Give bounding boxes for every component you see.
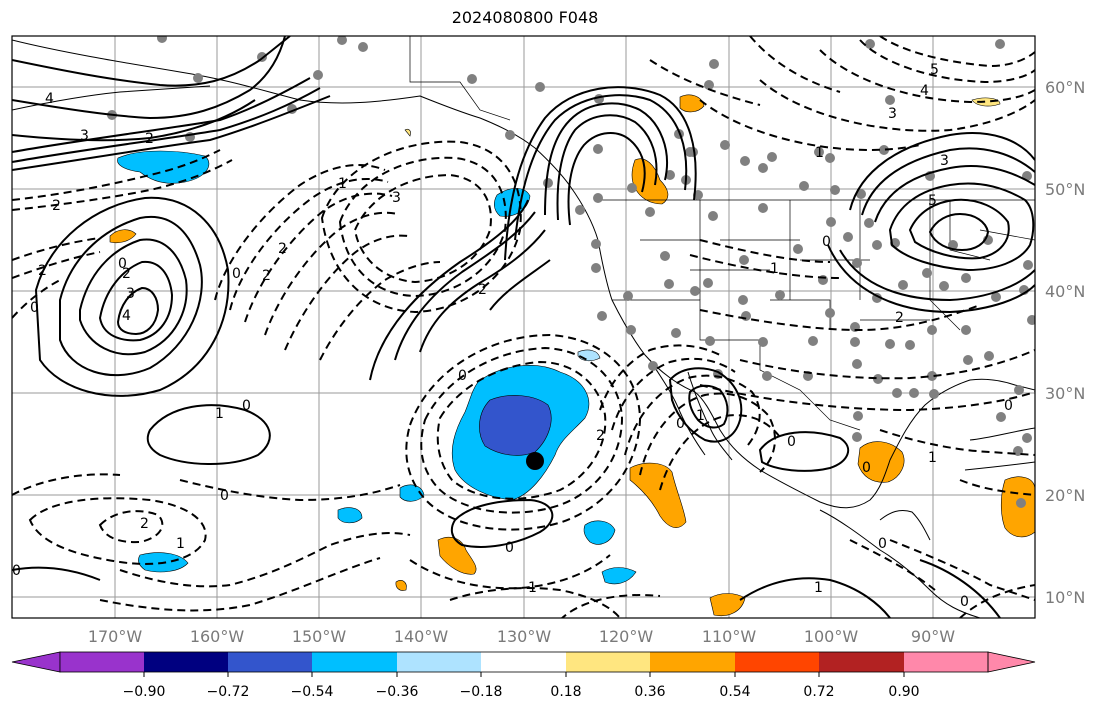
contour-label: 0 xyxy=(12,563,21,579)
lon-label: 170°W xyxy=(88,627,143,646)
contour-label: 2 xyxy=(52,198,61,214)
lat-label: 50°N xyxy=(1045,180,1085,199)
colorbar-swatch xyxy=(144,652,228,672)
colorbar-tick-label: −0.36 xyxy=(376,684,419,700)
contour-label: 2 xyxy=(596,428,605,444)
contour-label: 2 xyxy=(278,241,287,257)
colorbar-tick-label: 0.18 xyxy=(550,684,581,700)
contour-label: 2 xyxy=(38,263,47,279)
contour-label: 1 xyxy=(215,406,224,422)
lon-label: 160°W xyxy=(190,627,245,646)
contour-label: 0 xyxy=(242,398,251,414)
colorbar-swatch xyxy=(735,652,819,672)
contour-label: 1 xyxy=(814,580,823,596)
lat-label: 30°N xyxy=(1045,384,1085,403)
lon-label: 150°W xyxy=(292,627,347,646)
contour-label: 2 xyxy=(140,516,149,532)
colorbar-swatch xyxy=(481,652,566,672)
station-markers xyxy=(107,36,1035,508)
contour-label: 3 xyxy=(80,128,89,144)
longitude-labels: 170°W 160°W 150°W 140°W 130°W 120°W 110°… xyxy=(88,627,955,646)
contour-label: 0 xyxy=(787,434,796,450)
colorbar-swatch xyxy=(228,652,312,672)
contour-label: 0 xyxy=(1004,398,1013,414)
contour-label: 1 xyxy=(928,450,937,466)
contour-label: 1 xyxy=(696,408,705,424)
contour-label: 4 xyxy=(920,83,929,99)
storm-center-marker xyxy=(526,452,544,470)
colorbar-swatch xyxy=(819,652,904,672)
contour-label: 5 xyxy=(928,193,937,209)
lat-label: 60°N xyxy=(1045,78,1085,97)
latitude-labels: 60°N 50°N 40°N 30°N 20°N 10°N xyxy=(1045,78,1085,607)
colorbar-arrow-high xyxy=(987,651,1036,673)
contour-label: 0 xyxy=(862,460,871,476)
contour-label: 1 xyxy=(176,536,185,552)
solid-contours xyxy=(12,36,1035,618)
contour-label: 2 xyxy=(145,131,154,147)
contour-label: 5 xyxy=(930,62,939,78)
contour-label: 1 xyxy=(815,145,824,161)
lon-label: 90°W xyxy=(911,627,955,646)
colorbar-swatch xyxy=(312,652,397,672)
lat-label: 10°N xyxy=(1045,588,1085,607)
contour-label: 1 xyxy=(338,176,347,192)
map-border xyxy=(11,35,1036,619)
contour-label: 0 xyxy=(822,234,831,250)
contour-label: 2 xyxy=(895,310,904,326)
contour-label: 3 xyxy=(940,153,949,169)
colorbar-tick-label: −0.72 xyxy=(207,684,250,700)
contour-label: 0 xyxy=(878,536,887,552)
contour-label: 0 xyxy=(220,488,229,504)
colorbar-swatch xyxy=(397,652,481,672)
lon-label: 140°W xyxy=(394,627,449,646)
lon-label: 110°W xyxy=(702,627,757,646)
colorbar-swatch xyxy=(904,652,988,672)
colorbar-tick-label: 0.36 xyxy=(634,684,665,700)
contour-label: 4 xyxy=(122,308,131,324)
contour-label: 2 xyxy=(122,266,131,282)
colorbar-tick-label: −0.18 xyxy=(460,684,503,700)
contour-label: 1 xyxy=(770,261,779,277)
contour-label: 4 xyxy=(45,91,54,107)
colorbar-tick-label: −0.90 xyxy=(123,684,166,700)
map-title: 2024080800 F048 xyxy=(451,8,599,27)
contour-label: 0 xyxy=(458,368,467,384)
colorbar-tick-label: 0.72 xyxy=(803,684,834,700)
lon-label: 130°W xyxy=(497,627,552,646)
colorbar: −0.90 −0.72 −0.54 −0.36 −0.18 0.18 0.36 … xyxy=(11,651,1036,700)
colorbar-swatch xyxy=(60,652,144,672)
lon-label: 120°W xyxy=(599,627,654,646)
contour-label: 0 xyxy=(30,300,39,316)
contour-label: 0 xyxy=(676,416,685,432)
contour-label: 0 xyxy=(960,594,969,610)
contour-label: 2 xyxy=(262,268,271,284)
lat-label: 20°N xyxy=(1045,486,1085,505)
contour-label: 3 xyxy=(392,190,401,206)
contour-label: 0 xyxy=(232,266,241,282)
lat-label: 40°N xyxy=(1045,282,1085,301)
contour-label: 0 xyxy=(505,540,514,556)
contour-label: 3 xyxy=(888,106,897,122)
colorbar-tick-label: 0.90 xyxy=(888,684,919,700)
contour-label: 2 xyxy=(478,282,487,298)
contour-label: 0 xyxy=(118,256,127,272)
colorbar-swatch xyxy=(566,652,650,672)
colorbar-swatch xyxy=(650,652,735,672)
contour-label: 1 xyxy=(528,580,537,596)
colorbar-tick-label: −0.54 xyxy=(291,684,334,700)
contour-labels: 4 3 2 2 0 1 3 4 2 0 2 2 3 2 0 2 1 0 1 2 … xyxy=(12,62,1013,610)
colorbar-arrow-low xyxy=(11,651,61,673)
lon-label: 100°W xyxy=(804,627,859,646)
contour-label: 3 xyxy=(126,286,135,302)
colorbar-tick-label: 0.54 xyxy=(719,684,750,700)
dashed-contours xyxy=(12,36,1035,618)
